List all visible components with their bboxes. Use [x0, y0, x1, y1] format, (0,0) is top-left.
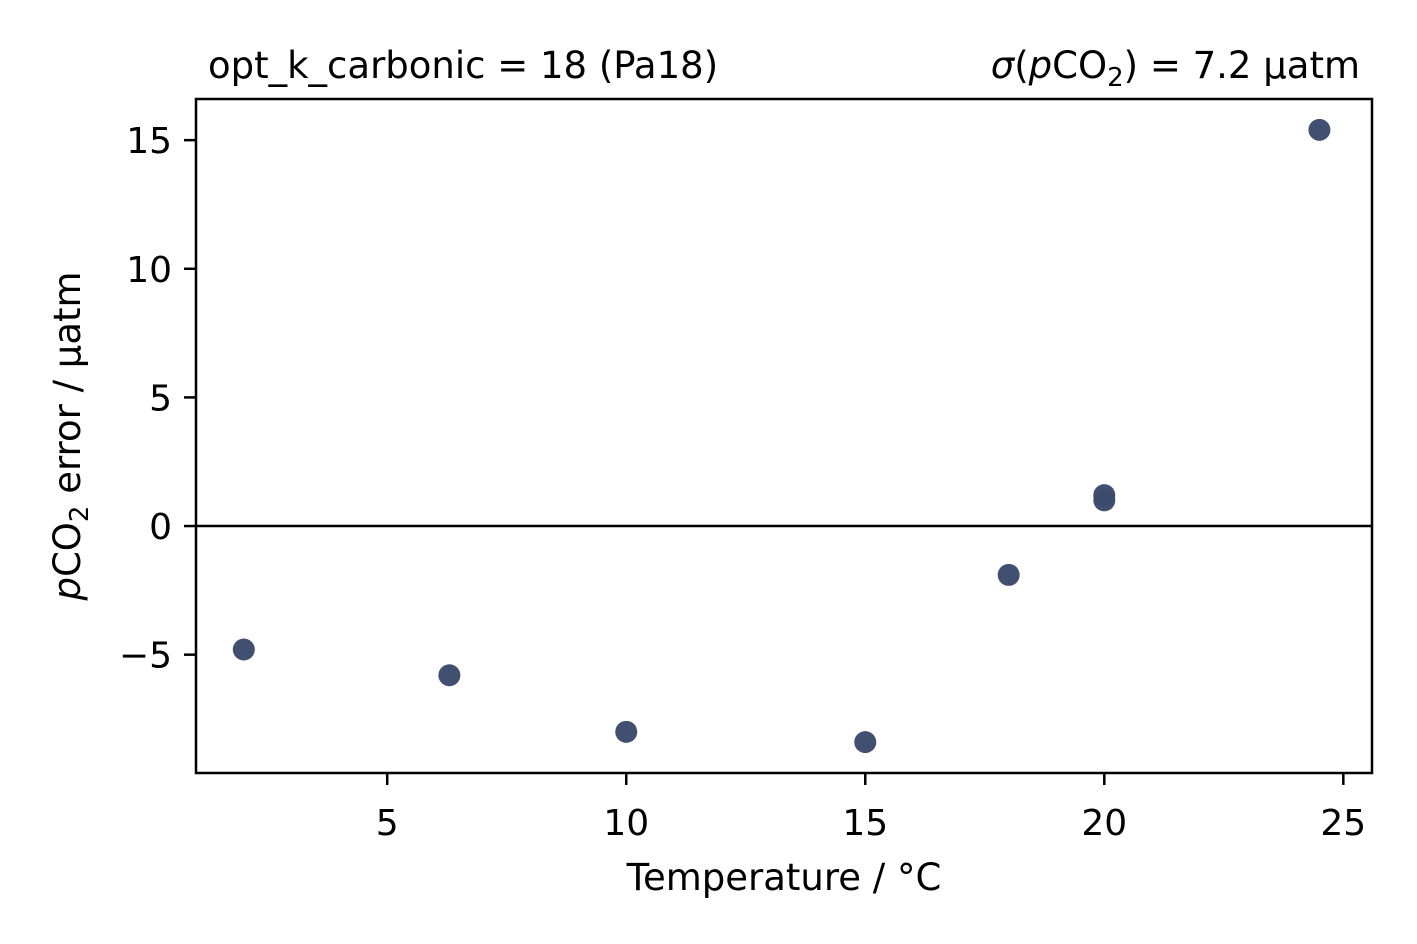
- ylabel-sub: 2: [65, 506, 95, 523]
- title-close: ) = 7.2 µatm: [1124, 44, 1360, 87]
- plot-area-border: [194, 97, 1374, 775]
- title-open-paren: (: [1014, 44, 1028, 87]
- title-p: p: [1028, 44, 1053, 87]
- ylabel-co: CO: [46, 522, 89, 577]
- title-sub: 2: [1107, 63, 1124, 93]
- y-tick-label: 15: [126, 121, 172, 162]
- x-tick-label: 10: [603, 803, 649, 844]
- x-tick-label: 5: [376, 803, 399, 844]
- y-tick-label: 5: [149, 378, 172, 419]
- y-tick-label: 0: [149, 507, 172, 548]
- title-sigma: σ: [991, 44, 1016, 87]
- x-tick-label: 15: [842, 803, 888, 844]
- ylabel-p: p: [46, 577, 89, 602]
- y-tick-label: −5: [119, 636, 172, 677]
- chart-title-right: σ(pCO2) = 7.2 µatm: [991, 44, 1360, 93]
- title-co: CO: [1052, 44, 1107, 87]
- x-tick-label: 25: [1320, 803, 1366, 844]
- chart-title-left: opt_k_carbonic = 18 (Pa18): [208, 44, 718, 87]
- axis-ticks: 5 10 15 20 25 −5 0 5 10 15: [119, 121, 1366, 844]
- scatter-point: [1093, 484, 1116, 507]
- scatter-point: [615, 720, 638, 743]
- scatter-point: [1308, 118, 1331, 141]
- y-tick-label: 10: [126, 250, 172, 291]
- scatter-point: [438, 664, 461, 687]
- scatter-point: [854, 731, 877, 754]
- scatter-point: [997, 563, 1020, 586]
- x-axis-label: Temperature / °C: [626, 856, 942, 899]
- ylabel-rest: error / µatm: [46, 271, 89, 505]
- scatter-point: [232, 638, 255, 661]
- y-axis-label: pCO2 error / µatm: [46, 271, 95, 601]
- x-tick-label: 20: [1081, 803, 1127, 844]
- data-points: [232, 118, 1331, 754]
